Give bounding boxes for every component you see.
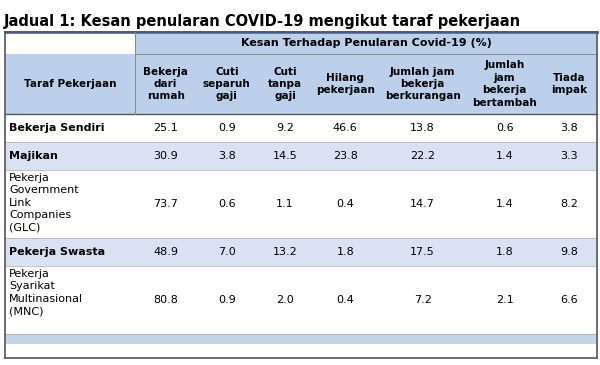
Text: 9.2: 9.2 xyxy=(276,123,294,133)
Text: 0.6: 0.6 xyxy=(496,123,514,133)
Text: 9.8: 9.8 xyxy=(560,247,578,257)
Text: 7.2: 7.2 xyxy=(414,295,431,305)
Text: Taraf Pekerjaan: Taraf Pekerjaan xyxy=(24,79,116,89)
Text: Hilang
pekerjaan: Hilang pekerjaan xyxy=(316,73,374,95)
Text: 48.9: 48.9 xyxy=(153,247,178,257)
Text: 3.8: 3.8 xyxy=(218,151,236,161)
Bar xyxy=(5,32,135,54)
Text: 0.9: 0.9 xyxy=(218,295,236,305)
Text: 46.6: 46.6 xyxy=(333,123,358,133)
Bar xyxy=(135,32,597,54)
Text: Jadual 1: Kesan penularan COVID-19 mengikut taraf pekerjaan: Jadual 1: Kesan penularan COVID-19 mengi… xyxy=(4,14,521,29)
Text: Tiada
impak: Tiada impak xyxy=(551,73,587,95)
Text: 7.0: 7.0 xyxy=(218,247,236,257)
Text: 1.1: 1.1 xyxy=(276,199,294,209)
Bar xyxy=(5,142,597,170)
Text: 0.4: 0.4 xyxy=(337,199,354,209)
Text: 0.6: 0.6 xyxy=(218,199,236,209)
Text: 23.8: 23.8 xyxy=(333,151,358,161)
Text: 22.2: 22.2 xyxy=(410,151,435,161)
Text: 0.4: 0.4 xyxy=(337,295,354,305)
Text: Pekerja
Government
Link
Companies
(GLC): Pekerja Government Link Companies (GLC) xyxy=(9,173,79,233)
Bar xyxy=(5,266,597,334)
Text: 0.9: 0.9 xyxy=(218,123,236,133)
Text: Kesan Terhadap Penularan Covid-19 (%): Kesan Terhadap Penularan Covid-19 (%) xyxy=(241,38,491,48)
Text: 3.3: 3.3 xyxy=(560,151,578,161)
Text: 2.0: 2.0 xyxy=(276,295,294,305)
Text: 3.8: 3.8 xyxy=(560,123,578,133)
Text: Jumlah
jam
bekerja
bertambah: Jumlah jam bekerja bertambah xyxy=(472,60,537,108)
Text: 13.2: 13.2 xyxy=(272,247,298,257)
Text: Cuti
tanpa
gaji: Cuti tanpa gaji xyxy=(268,66,302,101)
Bar xyxy=(5,170,597,238)
Text: Jumlah jam
bekerja
berkurangan: Jumlah jam bekerja berkurangan xyxy=(385,66,461,101)
Bar xyxy=(5,114,597,142)
Bar xyxy=(5,238,597,266)
Text: Pekerja
Syarikat
Multinasional
(MNC): Pekerja Syarikat Multinasional (MNC) xyxy=(9,269,83,316)
Text: 1.4: 1.4 xyxy=(496,151,514,161)
Text: 13.8: 13.8 xyxy=(410,123,435,133)
Text: 30.9: 30.9 xyxy=(154,151,178,161)
Text: 2.1: 2.1 xyxy=(496,295,514,305)
Text: 1.8: 1.8 xyxy=(496,247,514,257)
Text: Bekerja
dari
rumah: Bekerja dari rumah xyxy=(143,66,188,101)
Text: 80.8: 80.8 xyxy=(153,295,178,305)
Text: 8.2: 8.2 xyxy=(560,199,578,209)
Text: 14.5: 14.5 xyxy=(272,151,298,161)
Text: Pekerja Swasta: Pekerja Swasta xyxy=(9,247,105,257)
Bar xyxy=(5,334,597,344)
Text: 73.7: 73.7 xyxy=(153,199,178,209)
Text: Bekerja Sendiri: Bekerja Sendiri xyxy=(9,123,104,133)
Text: Cuti
separuh
gaji: Cuti separuh gaji xyxy=(203,66,251,101)
Bar xyxy=(5,54,597,114)
Text: 25.1: 25.1 xyxy=(154,123,178,133)
Text: Majikan: Majikan xyxy=(9,151,58,161)
Text: 14.7: 14.7 xyxy=(410,199,435,209)
Text: 6.6: 6.6 xyxy=(560,295,578,305)
Text: 17.5: 17.5 xyxy=(410,247,435,257)
Text: 1.8: 1.8 xyxy=(337,247,354,257)
Text: 1.4: 1.4 xyxy=(496,199,514,209)
